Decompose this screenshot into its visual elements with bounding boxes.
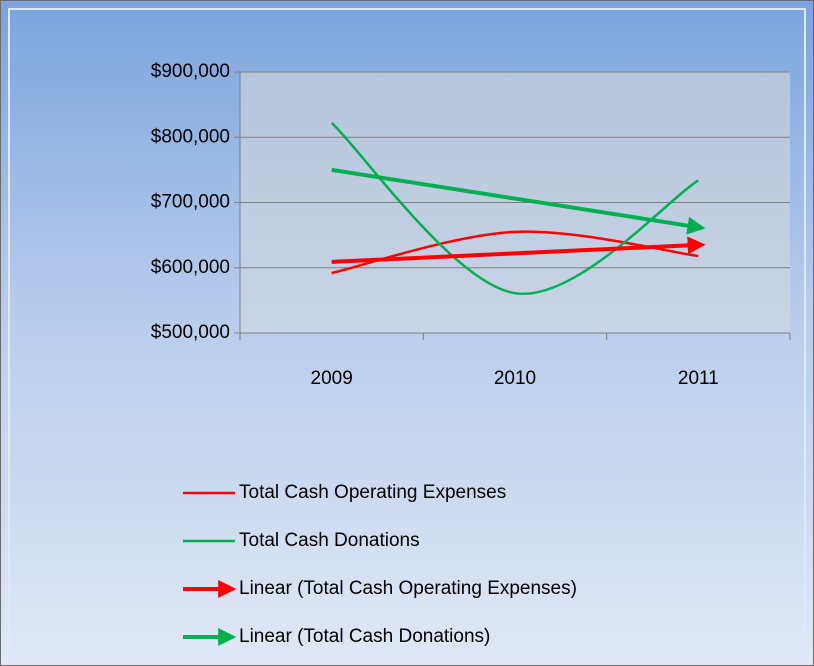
trend-line: [331, 236, 706, 264]
y-tick-label: $700,000: [151, 192, 230, 213]
legend-label: Total Cash Donations: [239, 530, 420, 551]
trend-line: [331, 167, 706, 235]
y-tick-label: $500,000: [151, 322, 230, 343]
legend-label: Linear (Total Cash Donations): [239, 626, 490, 647]
inner-frame: [8, 8, 806, 658]
legend-label: Total Cash Operating Expenses: [239, 482, 506, 503]
y-tick-label: $800,000: [151, 126, 230, 147]
x-tick-label: 2009: [311, 368, 353, 389]
legend-label: Linear (Total Cash Operating Expenses): [239, 578, 577, 599]
x-tick-label: 2010: [494, 368, 536, 389]
y-tick-label: $600,000: [151, 257, 230, 278]
x-tick-label: 2011: [678, 368, 719, 389]
y-tick-label: $900,000: [151, 61, 230, 82]
